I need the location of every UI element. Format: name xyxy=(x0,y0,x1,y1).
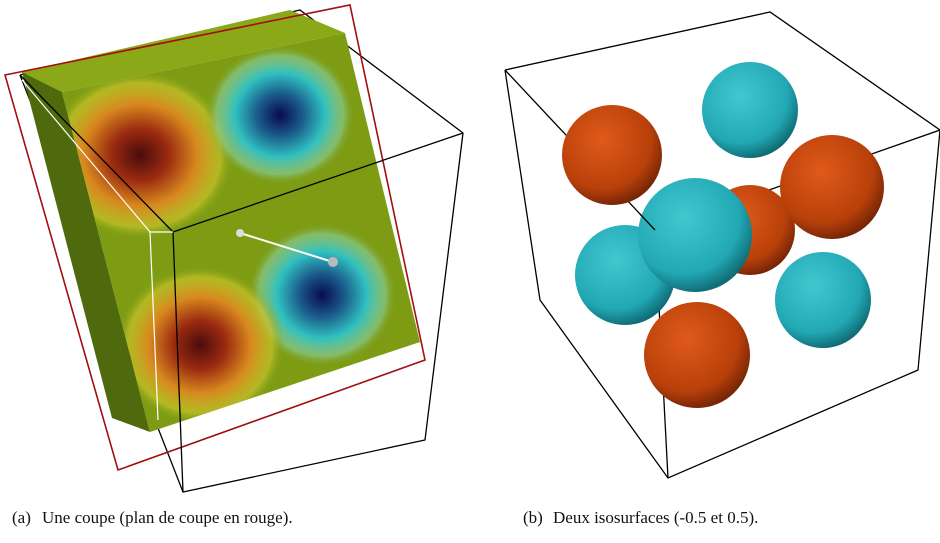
caption-label: (a) xyxy=(12,508,31,527)
edge-highlight xyxy=(21,79,151,233)
slab-side xyxy=(22,72,150,432)
sphere-neg xyxy=(780,135,884,239)
sphere-pos xyxy=(702,62,798,158)
slab-top xyxy=(22,10,345,92)
probe-point xyxy=(328,257,338,267)
box-front-b xyxy=(639,213,656,231)
caption: Une coupe (plan de coupe en rouge). xyxy=(42,508,293,527)
probe-line xyxy=(239,232,334,263)
caption-label: (b) xyxy=(523,508,543,527)
probe-point xyxy=(236,229,244,237)
field xyxy=(62,45,397,425)
cut-plane xyxy=(3,4,426,472)
panel-a xyxy=(3,4,464,493)
caption: Deux isosurfaces (-0.5 et 0.5). xyxy=(553,508,758,527)
spheres xyxy=(562,62,884,408)
edge-highlight xyxy=(149,231,159,421)
sphere-pos xyxy=(775,252,871,348)
sphere-neg xyxy=(644,302,750,408)
box-edge xyxy=(172,231,184,493)
box-outline xyxy=(504,11,940,479)
sphere-neg xyxy=(562,105,662,205)
sphere-pos xyxy=(638,178,752,292)
